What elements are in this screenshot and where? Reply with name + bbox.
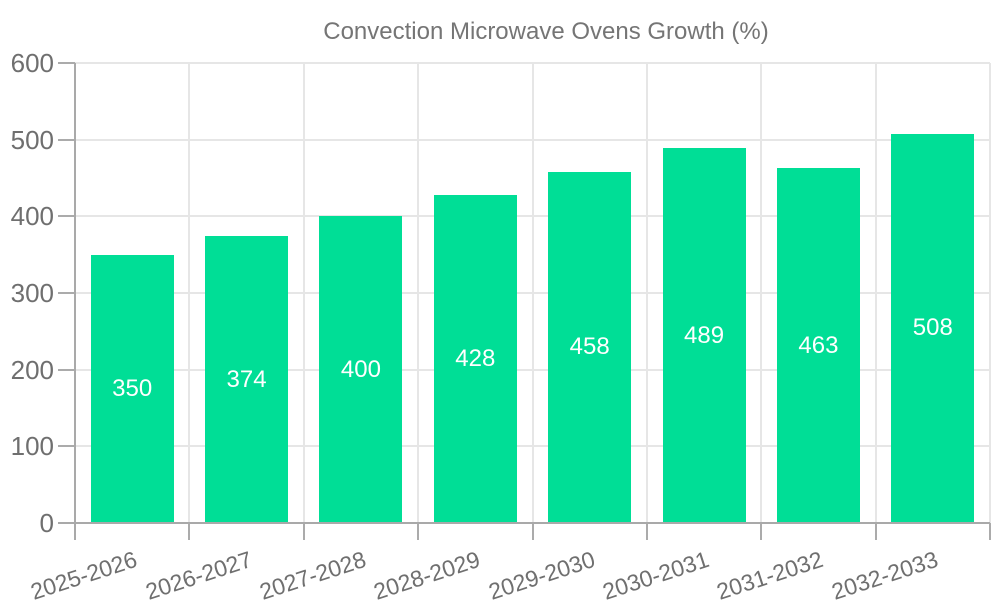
x-axis-tick [531, 523, 534, 540]
x-axis-line [58, 522, 990, 524]
bar[interactable] [776, 168, 860, 523]
y-axis-tick [58, 138, 75, 141]
bar[interactable] [891, 133, 975, 523]
bar[interactable] [548, 171, 632, 523]
x-axis-tick-label: 2032-2033 [828, 546, 941, 600]
v-gridline [417, 63, 420, 523]
x-axis-tick [874, 523, 877, 540]
v-gridline [531, 63, 534, 523]
y-axis-tick [58, 445, 75, 448]
x-axis-tick [188, 523, 191, 540]
y-axis-tick [58, 215, 75, 218]
x-axis-tick [760, 523, 763, 540]
bar[interactable] [90, 254, 174, 523]
y-axis-tick-label: 300 [10, 278, 54, 308]
bar[interactable] [662, 148, 746, 523]
y-axis-tick-label: 100 [10, 431, 54, 462]
x-axis-tick-label: 2028-2029 [370, 546, 484, 600]
bar[interactable] [319, 216, 403, 523]
v-gridline [302, 63, 305, 523]
bar[interactable] [205, 236, 289, 523]
legend[interactable]: Convection Microwave Ovens Growth (%) [0, 15, 1000, 49]
x-axis-tick-label: 2031-2032 [713, 546, 827, 600]
y-axis-tick [58, 62, 75, 64]
x-axis-tick-label: 2030-2031 [599, 546, 713, 600]
y-axis-tick [58, 368, 75, 371]
x-axis-tick-label: 2026-2027 [141, 546, 255, 600]
v-gridline [188, 63, 191, 523]
legend-label: Convection Microwave Ovens Growth (%) [323, 18, 769, 45]
x-axis-tick [417, 523, 420, 540]
x-axis-tick-label: 2027-2028 [256, 546, 369, 600]
y-axis-tick-label: 600 [10, 48, 54, 78]
x-axis-tick-label: 2025-2026 [27, 546, 141, 600]
y-axis-tick-label: 500 [10, 124, 54, 155]
v-gridline [874, 63, 877, 523]
x-axis-tick [645, 523, 648, 540]
y-axis-tick-label: 200 [10, 354, 54, 385]
x-axis-tick [302, 523, 305, 540]
v-gridline [760, 63, 763, 523]
x-axis-tick-label: 2029-2030 [485, 546, 598, 600]
v-gridline [989, 63, 991, 523]
bar[interactable] [433, 194, 517, 523]
y-axis-line [74, 63, 76, 540]
y-axis-tick-label: 0 [39, 508, 54, 538]
x-axis-tick [989, 523, 991, 540]
y-axis-tick [58, 292, 75, 294]
v-gridline [645, 63, 648, 523]
y-axis-tick-label: 400 [10, 201, 54, 232]
